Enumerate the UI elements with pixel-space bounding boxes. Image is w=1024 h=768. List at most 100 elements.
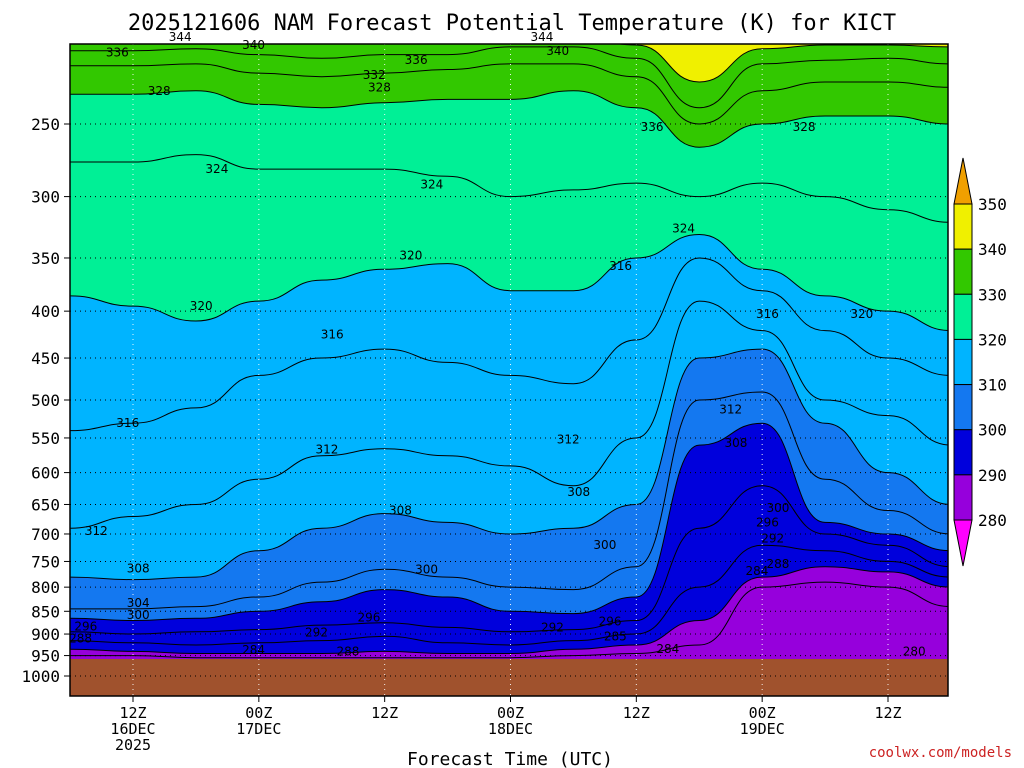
isentrope-308 xyxy=(70,348,948,581)
contour-label: 340 xyxy=(546,44,569,58)
contour-label: 340 xyxy=(242,38,265,52)
colorbar-band xyxy=(953,248,973,295)
isentrope-304 xyxy=(70,391,948,610)
contour-label: 336 xyxy=(106,46,129,60)
contour-label: 288 xyxy=(766,557,789,571)
contour-label: 300 xyxy=(766,501,789,515)
y-tick-label: 250 xyxy=(31,115,60,134)
credit-text: coolwx.com/models xyxy=(869,745,1012,761)
chart-title: 2025121606 NAM Forecast Potential Temper… xyxy=(128,11,896,36)
contour-label: 308 xyxy=(724,436,747,450)
contour-label: 304 xyxy=(127,596,150,610)
contour-label: 284 xyxy=(745,564,768,578)
y-tick-label: 700 xyxy=(31,525,60,544)
isentrope-328 xyxy=(70,90,948,148)
contour-label: 328 xyxy=(148,84,171,98)
contour-label: 324 xyxy=(205,162,228,176)
contour-label: 316 xyxy=(116,416,139,430)
isentrope-340 xyxy=(616,44,948,83)
y-tick-label: 900 xyxy=(31,625,60,644)
x-axis-label: Forecast Time (UTC) xyxy=(407,749,613,768)
filled-contours xyxy=(70,44,948,696)
contour-label: 284 xyxy=(242,643,265,657)
isentrope-332 xyxy=(70,63,948,125)
y-tick-label: 450 xyxy=(31,349,60,368)
x-tick-label: 17DEC xyxy=(236,720,281,738)
contour-label: 312 xyxy=(85,524,108,538)
contour-label: 320 xyxy=(190,299,213,313)
x-tick-label: 18DEC xyxy=(488,720,533,738)
contour-label: 344 xyxy=(169,30,192,44)
isentrope-292 xyxy=(70,544,948,646)
contour-label: 296 xyxy=(599,614,622,628)
isentrope-320 xyxy=(70,233,948,331)
colorbar-band xyxy=(953,384,973,431)
contour-label: 344 xyxy=(531,30,554,44)
isentrope-296 xyxy=(70,485,948,635)
ground-fill xyxy=(70,659,948,696)
contour-label: 320 xyxy=(850,307,873,321)
contour-label: 296 xyxy=(756,515,779,529)
y-tick-label: 350 xyxy=(31,249,60,268)
x-tick-label: 12Z xyxy=(874,704,901,722)
colorbar-label: 340 xyxy=(978,240,1007,259)
contour-label: 336 xyxy=(405,53,428,67)
y-tick-label: 950 xyxy=(31,647,60,666)
y-tick-label: 600 xyxy=(31,464,60,483)
y-tick-label: 400 xyxy=(31,302,60,321)
x-tick-label: 16DEC xyxy=(110,720,155,738)
grid xyxy=(70,44,948,696)
colorbar-label: 330 xyxy=(978,285,1007,304)
contour-label: 308 xyxy=(567,485,590,499)
colorbar-label: 290 xyxy=(978,466,1007,485)
colorbar-band xyxy=(953,338,973,386)
contour-label: 328 xyxy=(368,80,391,94)
contour-label: 300 xyxy=(415,562,438,576)
y-tick-label: 850 xyxy=(31,602,60,621)
contour-label: 324 xyxy=(420,177,443,191)
colorbar-label: 280 xyxy=(978,511,1007,530)
contour-label: 288 xyxy=(337,644,360,658)
colorbar-label: 310 xyxy=(978,376,1007,395)
isentrope-312 xyxy=(70,300,948,529)
contour-label: 285 xyxy=(604,629,627,643)
contour-lines xyxy=(70,44,948,659)
contour-label: 292 xyxy=(305,626,328,640)
y-tick-label: 750 xyxy=(31,552,60,571)
contour-label: 312 xyxy=(719,402,742,416)
x-tick-label: 00Z xyxy=(749,704,776,722)
isentrope-300 xyxy=(70,422,948,622)
isentrope-284 xyxy=(70,581,948,659)
y-tick-label: 550 xyxy=(31,429,60,448)
contour-label: 284 xyxy=(656,642,679,656)
contour-label: 336 xyxy=(641,120,664,134)
y-tick-label: 650 xyxy=(31,495,60,514)
plot-frame xyxy=(69,43,949,697)
contour-label: 308 xyxy=(389,504,412,518)
x-tick-label: 2025 xyxy=(115,736,151,754)
contour-label: 308 xyxy=(127,561,150,575)
colorbar-under-triangle xyxy=(953,519,973,567)
colorbar: 350 340 330 320 310 300 290 280 xyxy=(953,157,1007,567)
isentrope-336 xyxy=(70,46,948,109)
contour-label: 300 xyxy=(127,608,150,622)
y-axis: 250 300 350 400 450 500 550 600 650 700 750 800 850 9… xyxy=(21,115,70,686)
colorbar-band xyxy=(953,203,973,250)
colorbar-band xyxy=(953,429,973,476)
contour-label: 296 xyxy=(74,619,97,633)
isentrope-288 xyxy=(70,566,948,654)
contour-label: 292 xyxy=(541,620,564,634)
contour-label: 324 xyxy=(672,221,695,235)
y-tick-label: 1000 xyxy=(21,667,60,686)
contour-label: 292 xyxy=(761,532,784,546)
colorbar-over-triangle xyxy=(953,157,973,205)
x-tick-label: 00Z xyxy=(497,704,524,722)
colorbar-label: 350 xyxy=(978,195,1007,214)
x-tick-label: 12Z xyxy=(119,704,146,722)
x-tick-label: 00Z xyxy=(245,704,272,722)
y-tick-label: 500 xyxy=(31,391,60,410)
